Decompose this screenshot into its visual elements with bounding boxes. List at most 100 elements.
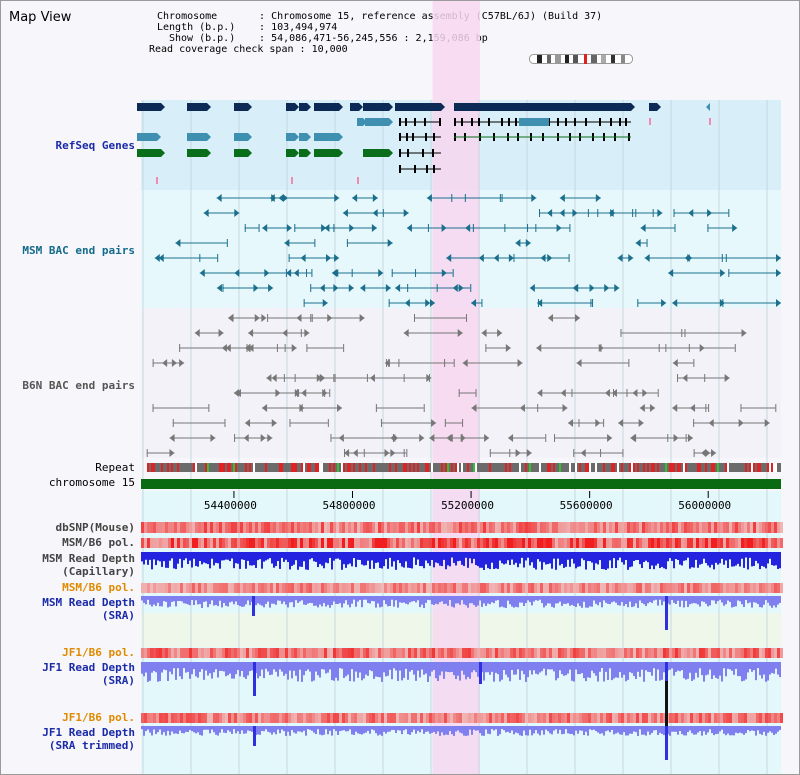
depth-bar	[341, 596, 343, 608]
depth-bar	[521, 726, 523, 736]
b6n-bac-pair-end	[301, 389, 307, 397]
pol-heat-cell	[726, 538, 729, 548]
pol-heat-cell	[159, 713, 162, 723]
pol-heat-cell	[645, 538, 648, 548]
track-label-dbsnp[interactable]: dbSNP(Mouse)	[55, 521, 135, 534]
depth-bar	[699, 662, 701, 669]
repeat-block	[175, 463, 177, 472]
pol-heat-cell	[549, 648, 552, 658]
depth-bar	[747, 726, 749, 730]
depth-bar	[251, 662, 253, 671]
msm-bac-pair-end	[217, 254, 219, 262]
depth-bar	[741, 662, 743, 682]
pol-heat-cell	[528, 583, 531, 593]
msm-bac-pair-end	[404, 299, 410, 307]
depth-bar	[449, 596, 451, 601]
pol-heat-cell	[702, 522, 705, 533]
depth-bar	[759, 596, 761, 608]
depth-bar	[537, 596, 539, 601]
pol-heat-cell	[393, 713, 396, 723]
track-label-msm-b6-pol[interactable]: MSM/B6 pol.	[62, 536, 135, 549]
track-label-msm-read-depth-capillary-1[interactable]: MSM Read Depth	[42, 552, 135, 565]
pol-heat-cell	[276, 583, 279, 593]
depth-bar	[503, 596, 505, 608]
pol-heat-cell	[441, 713, 444, 723]
track-label-msm-b6-pol-2[interactable]: MSM/B6 pol.	[62, 581, 135, 594]
repeat-block	[751, 463, 753, 472]
chromosome-ideogram[interactable]	[529, 54, 633, 64]
track-label-jf1-read-depth-trimmed-1[interactable]: JF1 Read Depth	[42, 726, 135, 739]
track-label-msm-bac-end-pairs[interactable]: MSM BAC end pairs	[22, 244, 135, 257]
pol-heat-cell	[297, 522, 300, 533]
depth-bar	[745, 596, 747, 601]
depth-bar	[467, 596, 469, 608]
depth-bar	[647, 662, 649, 672]
depth-bar	[351, 662, 353, 670]
pol-heat-cell	[177, 713, 180, 723]
repeat-block	[369, 463, 371, 472]
depth-bar	[247, 552, 249, 561]
depth-bar	[315, 552, 317, 562]
depth-bar	[245, 596, 247, 605]
pol-heat-cell	[186, 713, 189, 723]
repeat-block	[393, 463, 395, 472]
depth-bar	[751, 726, 753, 731]
track-label-jf1-read-depth-trimmed-2: (SRA trimmed)	[48, 739, 135, 752]
depth-bar	[209, 552, 211, 569]
pol-heat-cell	[435, 648, 438, 658]
pol-heat-cell	[162, 648, 165, 658]
depth-bar	[579, 662, 581, 675]
repeat-block	[335, 463, 337, 472]
depth-bar	[527, 726, 529, 736]
repeat-block	[321, 463, 323, 472]
pol-heat-cell	[597, 538, 600, 548]
pol-heat-cell	[420, 522, 423, 533]
pol-heat-cell	[204, 522, 207, 533]
pol-heat-cell	[675, 538, 678, 548]
pol-heat-cell	[636, 713, 639, 723]
depth-bar	[563, 662, 565, 676]
track-label-b6n-bac-end-pairs[interactable]: B6N BAC end pairs	[22, 379, 135, 392]
depth-bar	[683, 662, 685, 679]
depth-bar	[759, 552, 761, 570]
depth-bar	[329, 552, 331, 558]
pol-heat-cell	[252, 522, 255, 533]
depth-bar	[235, 552, 237, 564]
track-label-chromosome[interactable]: chromosome 15	[48, 476, 135, 489]
depth-bar	[479, 726, 481, 734]
depth-bar	[573, 662, 575, 682]
track-label-refseq-genes[interactable]: RefSeq Genes	[55, 139, 135, 152]
pol-heat-cell	[579, 648, 582, 658]
track-label-jf1-b6-pol[interactable]: JF1/B6 pol.	[62, 646, 135, 659]
pol-heat-cell	[222, 522, 225, 533]
pol-heat-cell	[168, 583, 171, 593]
track-label-repeat[interactable]: Repeat	[95, 461, 135, 474]
gene-exon	[649, 103, 657, 111]
b6n-bac-pair-end	[650, 404, 656, 412]
depth-bar	[207, 596, 209, 608]
depth-bar	[363, 726, 365, 734]
pol-heat-cell	[765, 538, 768, 548]
track-label-jf1-read-depth-sra-1[interactable]: JF1 Read Depth	[42, 661, 135, 674]
depth-bar	[415, 726, 417, 734]
depth-bar	[409, 552, 411, 569]
repeat-block	[413, 463, 415, 472]
pol-heat-cell	[291, 583, 294, 593]
pol-heat-cell	[480, 583, 483, 593]
track-label-jf1-b6-pol-2[interactable]: JF1/B6 pol.	[62, 711, 135, 724]
depth-bar	[203, 596, 205, 602]
repeat-block	[327, 463, 329, 472]
pol-heat-cell	[495, 538, 498, 548]
msm-bac-pair-end	[673, 209, 675, 217]
track-label-msm-read-depth-sra-1[interactable]: MSM Read Depth	[42, 596, 135, 609]
repeat-block	[659, 463, 661, 472]
repeat-block	[763, 463, 765, 472]
depth-bar	[279, 552, 281, 569]
b6n-bac-pair-end	[677, 374, 679, 382]
depth-bar	[277, 552, 279, 562]
pol-heat-cell	[669, 583, 672, 593]
depth-bar	[245, 726, 247, 734]
pol-heat-cell	[162, 713, 165, 723]
pol-heat-cell	[552, 583, 555, 593]
